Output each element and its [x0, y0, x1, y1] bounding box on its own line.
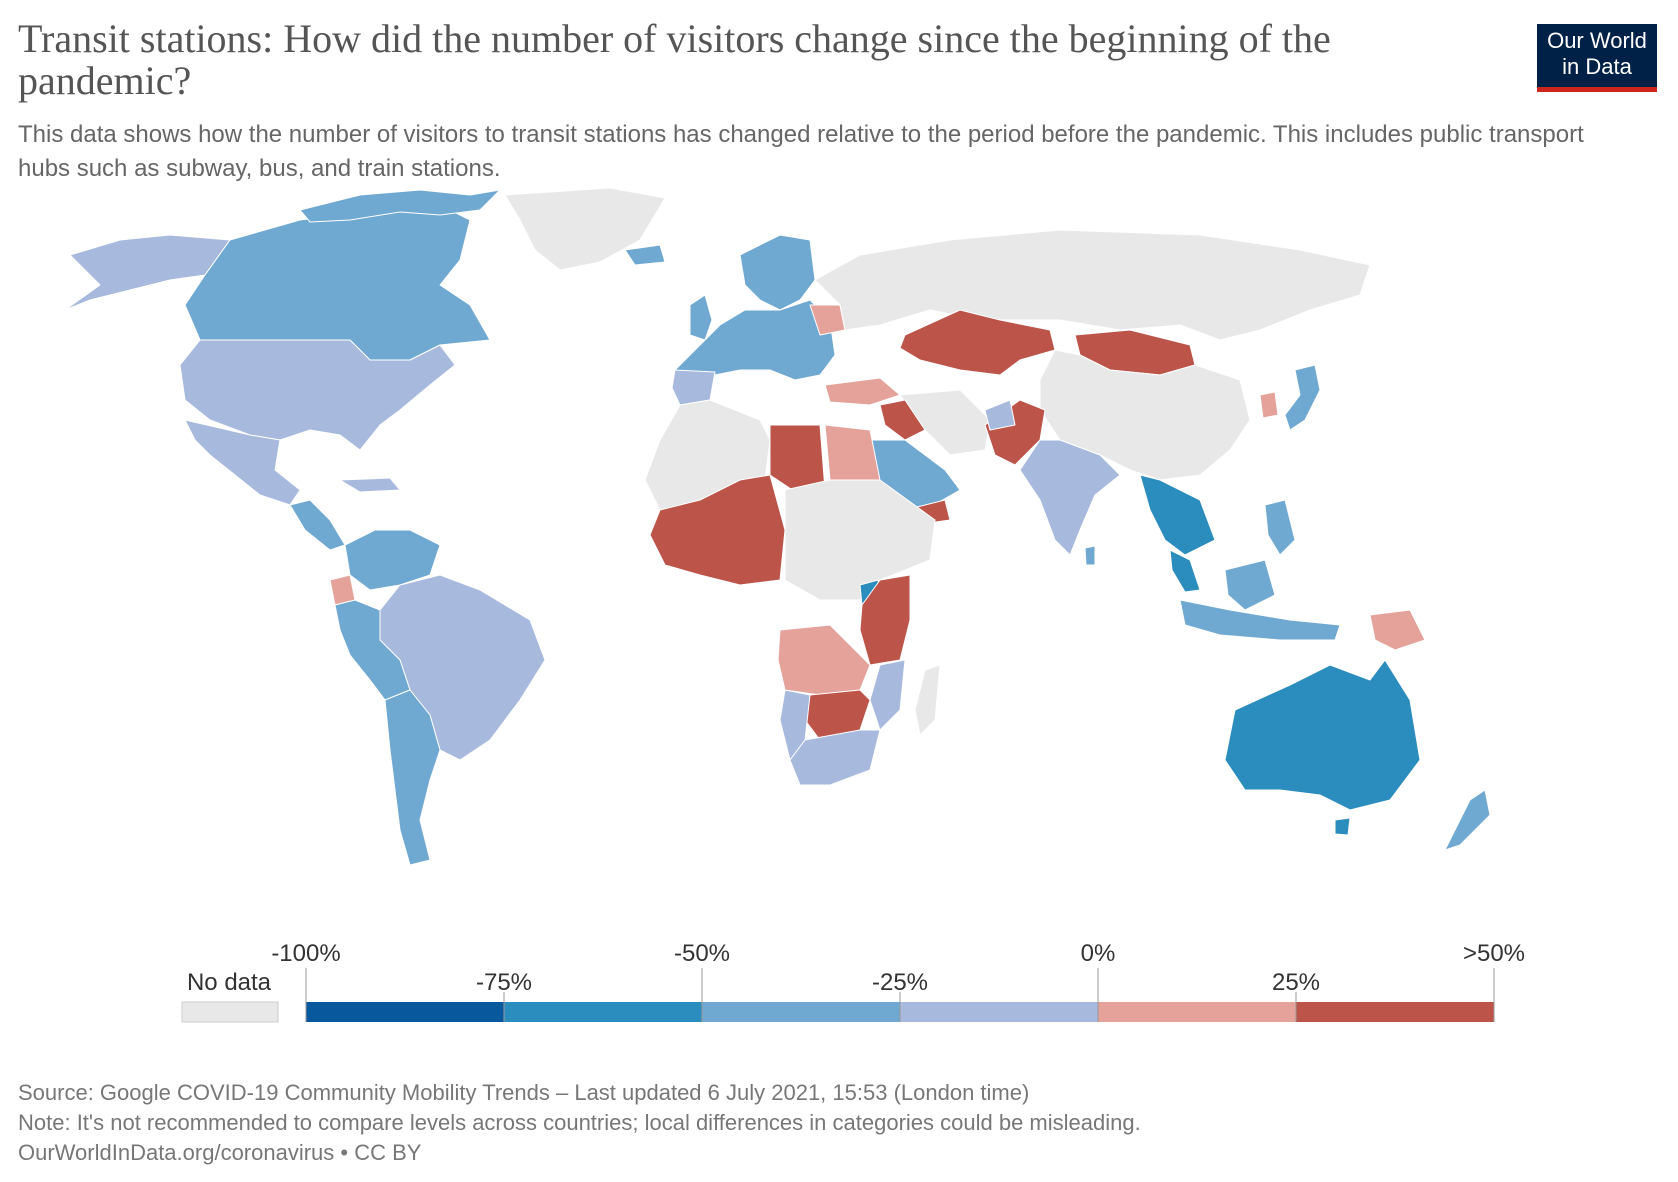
legend-tick-label: -50%: [674, 940, 730, 967]
legend-no-data-swatch[interactable]: [181, 1001, 279, 1023]
legend-tick-label: -75%: [476, 969, 532, 996]
region-south-africa[interactable]: [789, 729, 881, 786]
region-angola-zambia[interactable]: [777, 624, 871, 696]
region-canada[interactable]: [184, 204, 491, 361]
region-new-zealand[interactable]: [1444, 789, 1491, 851]
legend-bin[interactable]: [1296, 1002, 1494, 1022]
region-china[interactable]: [1039, 349, 1251, 481]
region-mozambique[interactable]: [869, 659, 906, 731]
legend-tick-label: >50%: [1463, 940, 1525, 967]
logo-line-2: in Data: [1562, 54, 1632, 79]
footer: Source: Google COVID-19 Community Mobili…: [18, 1078, 1141, 1168]
chart-subtitle: This data shows how the number of visito…: [18, 121, 1584, 182]
legend-color-scale: [306, 1002, 1494, 1022]
region-egypt[interactable]: [824, 424, 881, 481]
region-russia[interactable]: [814, 229, 1371, 341]
region-southeast-asia[interactable]: [1139, 474, 1216, 556]
region-canada-arctic[interactable]: [299, 189, 501, 223]
region-tasmania[interactable]: [1334, 817, 1351, 836]
region-kazakhstan[interactable]: [899, 309, 1056, 376]
region-west-africa[interactable]: [649, 474, 786, 586]
region-usa[interactable]: [179, 339, 456, 451]
legend-tick-label: -100%: [271, 940, 340, 967]
region-iceland[interactable]: [624, 244, 666, 266]
map-legend: No data -100% -75% -50% -25% 0% 25% >50%: [181, 940, 1525, 1023]
region-iraq[interactable]: [879, 399, 926, 441]
legend-tick-label: 25%: [1272, 969, 1320, 996]
region-central-africa[interactable]: [784, 479, 936, 601]
legend-ticks: -100% -75% -50% -25% 0% 25% >50%: [271, 940, 1525, 1022]
region-colombia-venezuela[interactable]: [344, 529, 441, 591]
region-alaska[interactable]: [64, 234, 231, 311]
region-scandinavia[interactable]: [739, 234, 816, 311]
footer-url[interactable]: OurWorldInData.org/coronavirus • CC BY: [18, 1140, 422, 1165]
logo-line-1: Our World: [1547, 28, 1647, 53]
region-afghanistan[interactable]: [984, 399, 1016, 431]
region-kenya-tanzania[interactable]: [859, 574, 911, 666]
region-malaysia[interactable]: [1169, 549, 1201, 593]
region-korea[interactable]: [1259, 391, 1279, 419]
region-india[interactable]: [1019, 439, 1121, 556]
region-borneo[interactable]: [1224, 559, 1276, 611]
region-philippines[interactable]: [1264, 499, 1296, 556]
note-text: Note: It's not recommended to compare le…: [18, 1110, 1141, 1135]
region-indonesia[interactable]: [1179, 599, 1341, 641]
legend-bin[interactable]: [702, 1002, 900, 1022]
region-turkey[interactable]: [824, 377, 901, 406]
legend-tick-label: 0%: [1081, 940, 1116, 967]
region-uk[interactable]: [689, 294, 713, 341]
world-map: [64, 187, 1491, 866]
region-greenland[interactable]: [504, 187, 666, 271]
region-caribbean[interactable]: [339, 477, 401, 493]
legend-bin[interactable]: [504, 1002, 702, 1022]
region-central-america[interactable]: [289, 499, 346, 551]
region-australia[interactable]: [1224, 659, 1421, 811]
source-text: Source: Google COVID-19 Community Mobili…: [18, 1080, 1030, 1105]
region-japan[interactable]: [1284, 364, 1321, 431]
region-papua-new-guinea[interactable]: [1369, 609, 1426, 651]
legend-bin[interactable]: [900, 1002, 1098, 1022]
chart-title: Transit stations: How did the number of …: [18, 16, 1331, 103]
legend-bin[interactable]: [306, 1002, 504, 1022]
region-argentina-chile[interactable]: [384, 689, 441, 866]
owid-logo[interactable]: Our World in Data: [1537, 24, 1657, 92]
legend-no-data-label: No data: [187, 969, 272, 996]
legend-bin[interactable]: [1098, 1002, 1296, 1022]
legend-tick-label: -25%: [872, 969, 928, 996]
region-madagascar[interactable]: [914, 664, 941, 736]
region-sri-lanka[interactable]: [1084, 545, 1096, 566]
